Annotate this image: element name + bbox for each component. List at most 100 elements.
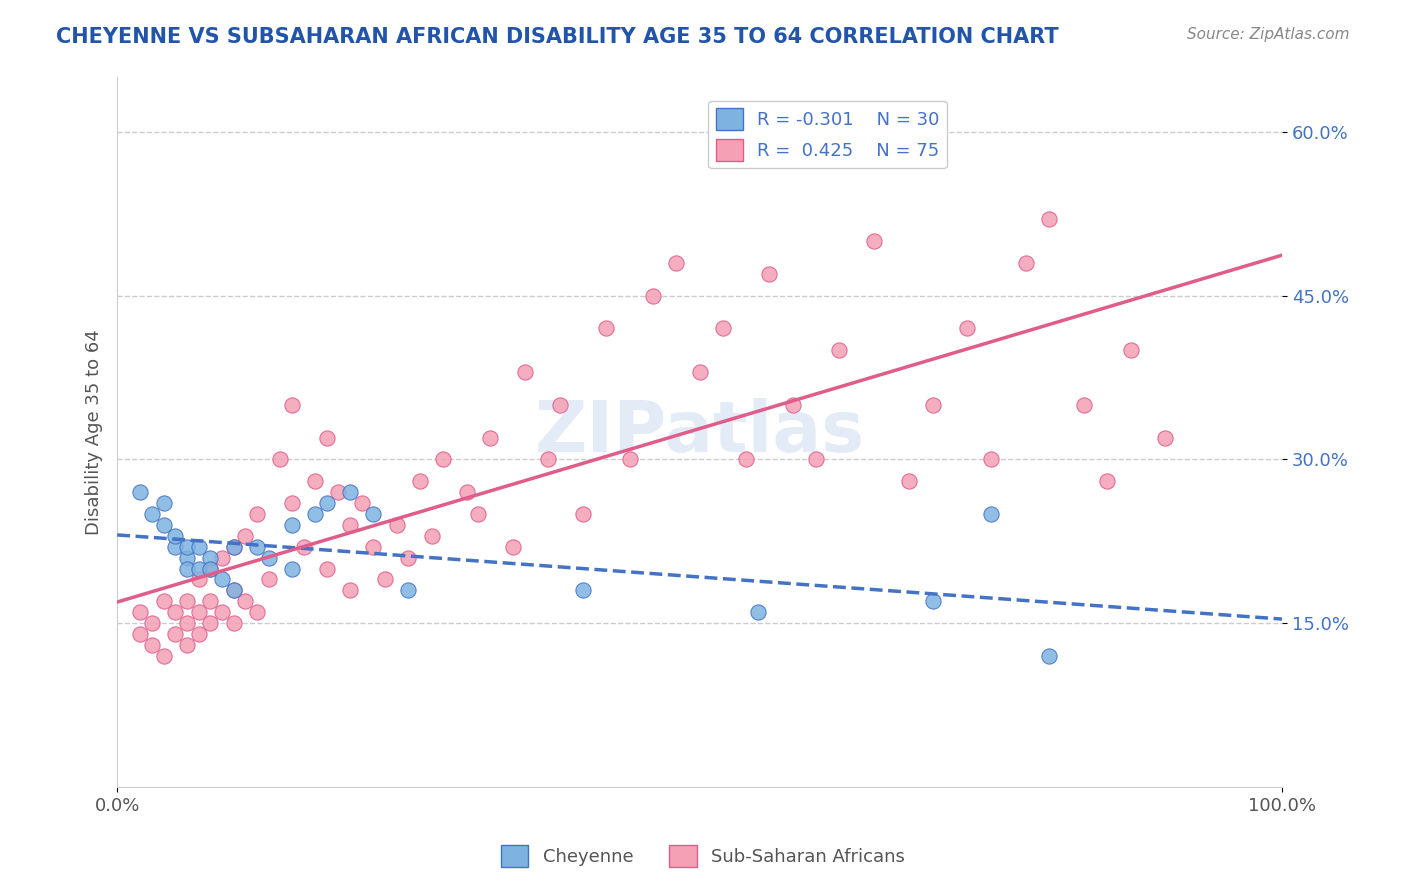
Point <box>641 289 664 303</box>
Point <box>595 321 617 335</box>
Point <box>339 485 361 500</box>
Point <box>281 496 304 510</box>
Point <box>129 627 152 641</box>
Point <box>758 267 780 281</box>
Point <box>281 561 304 575</box>
Point <box>1073 398 1095 412</box>
Point <box>328 485 350 500</box>
Point <box>980 452 1002 467</box>
Text: Source: ZipAtlas.com: Source: ZipAtlas.com <box>1187 27 1350 42</box>
Point <box>747 605 769 619</box>
Point <box>176 638 198 652</box>
Point <box>956 321 979 335</box>
Point <box>735 452 758 467</box>
Point <box>921 594 943 608</box>
Point <box>129 485 152 500</box>
Point <box>129 605 152 619</box>
Point <box>200 594 222 608</box>
Point <box>350 496 373 510</box>
Point <box>246 605 269 619</box>
Point <box>467 507 489 521</box>
Point <box>233 529 256 543</box>
Point <box>152 517 174 532</box>
Point <box>165 529 187 543</box>
Point <box>211 573 233 587</box>
Point <box>502 540 524 554</box>
Point <box>152 648 174 663</box>
Point <box>176 550 198 565</box>
Point <box>548 398 571 412</box>
Legend: R = -0.301    N = 30, R =  0.425    N = 75: R = -0.301 N = 30, R = 0.425 N = 75 <box>709 101 946 169</box>
Point <box>141 616 163 631</box>
Point <box>315 496 337 510</box>
Point <box>921 398 943 412</box>
Point <box>152 594 174 608</box>
Point <box>420 529 443 543</box>
Point <box>363 507 385 521</box>
Point <box>456 485 478 500</box>
Point <box>200 616 222 631</box>
Point <box>619 452 641 467</box>
Point <box>176 594 198 608</box>
Point <box>396 550 419 565</box>
Point <box>315 561 337 575</box>
Point <box>1038 648 1060 663</box>
Point <box>828 343 851 358</box>
Point <box>432 452 454 467</box>
Point <box>304 507 326 521</box>
Point <box>222 616 245 631</box>
Point <box>187 540 209 554</box>
Point <box>537 452 560 467</box>
Point <box>141 638 163 652</box>
Point <box>200 561 222 575</box>
Point <box>281 517 304 532</box>
Point <box>165 540 187 554</box>
Point <box>176 540 198 554</box>
Point <box>339 583 361 598</box>
Point <box>187 561 209 575</box>
Point <box>222 583 245 598</box>
Point <box>222 583 245 598</box>
Point <box>1119 343 1142 358</box>
Point <box>257 550 280 565</box>
Point <box>246 540 269 554</box>
Point <box>315 431 337 445</box>
Point <box>257 573 280 587</box>
Point <box>374 573 396 587</box>
Point <box>363 540 385 554</box>
Point <box>187 627 209 641</box>
Point <box>980 507 1002 521</box>
Point <box>304 475 326 489</box>
Point <box>396 583 419 598</box>
Point <box>665 256 688 270</box>
Point <box>689 365 711 379</box>
Point <box>233 594 256 608</box>
Point <box>339 517 361 532</box>
Text: CHEYENNE VS SUBSAHARAN AFRICAN DISABILITY AGE 35 TO 64 CORRELATION CHART: CHEYENNE VS SUBSAHARAN AFRICAN DISABILIT… <box>56 27 1059 46</box>
Point <box>409 475 432 489</box>
Point <box>478 431 501 445</box>
Point <box>176 561 198 575</box>
Point <box>711 321 734 335</box>
Point <box>863 234 886 248</box>
Point <box>1038 212 1060 227</box>
Point <box>211 550 233 565</box>
Point <box>1015 256 1038 270</box>
Point <box>187 605 209 619</box>
Point <box>246 507 269 521</box>
Text: ZIPatlas: ZIPatlas <box>534 398 865 467</box>
Point <box>222 540 245 554</box>
Point <box>187 573 209 587</box>
Point <box>269 452 291 467</box>
Point <box>165 627 187 641</box>
Point <box>200 561 222 575</box>
Point <box>141 507 163 521</box>
Point <box>222 540 245 554</box>
Point <box>165 605 187 619</box>
Point <box>385 517 408 532</box>
Point <box>1154 431 1177 445</box>
Point <box>152 496 174 510</box>
Point <box>1097 475 1119 489</box>
Point <box>572 583 595 598</box>
Point <box>898 475 921 489</box>
